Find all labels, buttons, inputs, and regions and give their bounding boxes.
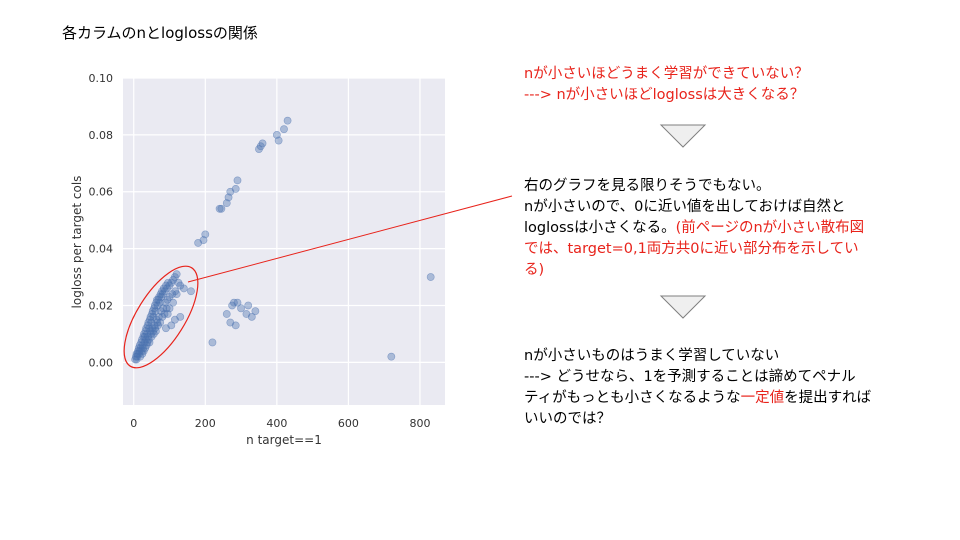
conclusion-line: nが小さいものはうまく学習していない <box>524 348 780 364</box>
hypothesis-text: nが小さいほどうまく学習ができていない？ ---> nが小さいほどlogloss… <box>524 64 809 106</box>
data-point <box>165 293 174 301</box>
data-point <box>231 184 240 193</box>
y-tick-label: 0.04 <box>89 243 114 256</box>
data-point <box>258 139 267 148</box>
observation-line: る) <box>524 262 545 278</box>
highlight-ellipse <box>123 265 199 369</box>
observation-text: 右のグラフを見る限りそうでもない。 nが小さいので、0に近い値を出しておけば自然… <box>524 176 944 281</box>
observation-text-red: (前ページのnが小さい散布図 <box>675 220 865 236</box>
conclusion-text: nが小さいものはうまく学習していない ---> どうせなら、1を予測することは諦… <box>524 346 944 430</box>
data-point <box>172 290 181 299</box>
hypothesis-line: ---> nが小さいほどloglossは大きくなる？ <box>524 87 805 103</box>
conclusion-line: ティがもっとも小さくなるような一定値を提出すれば <box>524 388 944 409</box>
data-point <box>141 344 150 353</box>
data-point <box>283 116 292 125</box>
slide-title: 各カラムのnとloglossの関係 <box>62 24 258 42</box>
down-arrow-icon <box>659 124 707 148</box>
data-point <box>201 230 210 239</box>
data-point <box>274 136 283 145</box>
data-point <box>168 290 177 299</box>
observation-line: loglossは小さくなる。(前ページのnが小さい散布図 <box>524 218 944 239</box>
data-point <box>179 284 188 293</box>
down-arrow-icon <box>659 295 707 319</box>
data-point <box>176 312 185 321</box>
data-point <box>231 321 240 330</box>
data-point <box>251 307 260 316</box>
observation-line: nが小さいので、0に近い値を出しておけば自然と <box>524 199 846 215</box>
conclusion-line: いいのでは？ <box>524 411 611 427</box>
y-tick-label: 0.06 <box>89 186 114 199</box>
x-axis-label: n target==1 <box>246 433 322 447</box>
data-point <box>208 338 217 347</box>
data-point <box>244 301 253 310</box>
data-point <box>215 204 224 213</box>
data-point <box>187 287 195 296</box>
x-tick-label: 0 <box>130 417 137 430</box>
data-point <box>151 324 160 333</box>
tick-labels: 0 200 400 600 800 0.00 0.02 0.04 0.06 0.08 0.10 <box>89 72 431 430</box>
data-point <box>144 335 153 344</box>
hypothesis-line: nが小さいほどうまく学習ができていない？ <box>524 66 809 82</box>
observation-text-black: loglossは小さくなる。 <box>524 220 676 236</box>
callout-line <box>187 195 513 283</box>
data-point <box>169 298 177 307</box>
conclusion-text: ティがもっとも小さくなるような <box>524 390 741 406</box>
grid-lines <box>123 77 445 405</box>
y-tick-label: 0.08 <box>89 129 114 142</box>
observation-line: では、target=0,1両方共0に近い部分布を示してい <box>524 241 859 257</box>
data-point <box>217 204 226 213</box>
y-tick-label: 0.00 <box>89 356 114 369</box>
data-point <box>426 273 435 281</box>
data-point <box>163 310 172 318</box>
x-tick-label: 200 <box>195 417 216 430</box>
data-point <box>280 125 288 134</box>
y-tick-label: 0.02 <box>89 299 114 312</box>
data-point <box>160 310 169 318</box>
x-tick-label: 400 <box>266 417 287 430</box>
x-tick-label: 800 <box>409 417 430 430</box>
data-point <box>153 318 162 327</box>
data-point <box>162 304 171 313</box>
data-point <box>172 270 181 279</box>
constant-value-highlight: 一定値 <box>740 390 785 406</box>
data-point <box>247 312 256 321</box>
data-point <box>233 298 242 307</box>
conclusion-line: ---> どうせなら、1を予測することは諦めてペナル <box>524 369 856 385</box>
conclusion-text: を提出すれば <box>784 390 872 406</box>
data-point <box>222 310 231 318</box>
data-point <box>237 304 245 313</box>
data-points <box>131 116 435 364</box>
data-point <box>233 176 242 185</box>
data-point <box>387 352 396 361</box>
data-point <box>149 312 158 321</box>
x-tick-label: 600 <box>338 417 359 430</box>
observation-line: 右のグラフを見る限りそうでもない。 <box>524 178 771 194</box>
y-tick-label: 0.10 <box>89 72 114 85</box>
data-point <box>156 318 165 327</box>
y-axis-label: logloss per target cols <box>70 176 84 309</box>
data-point <box>162 324 170 333</box>
data-point <box>145 338 154 347</box>
